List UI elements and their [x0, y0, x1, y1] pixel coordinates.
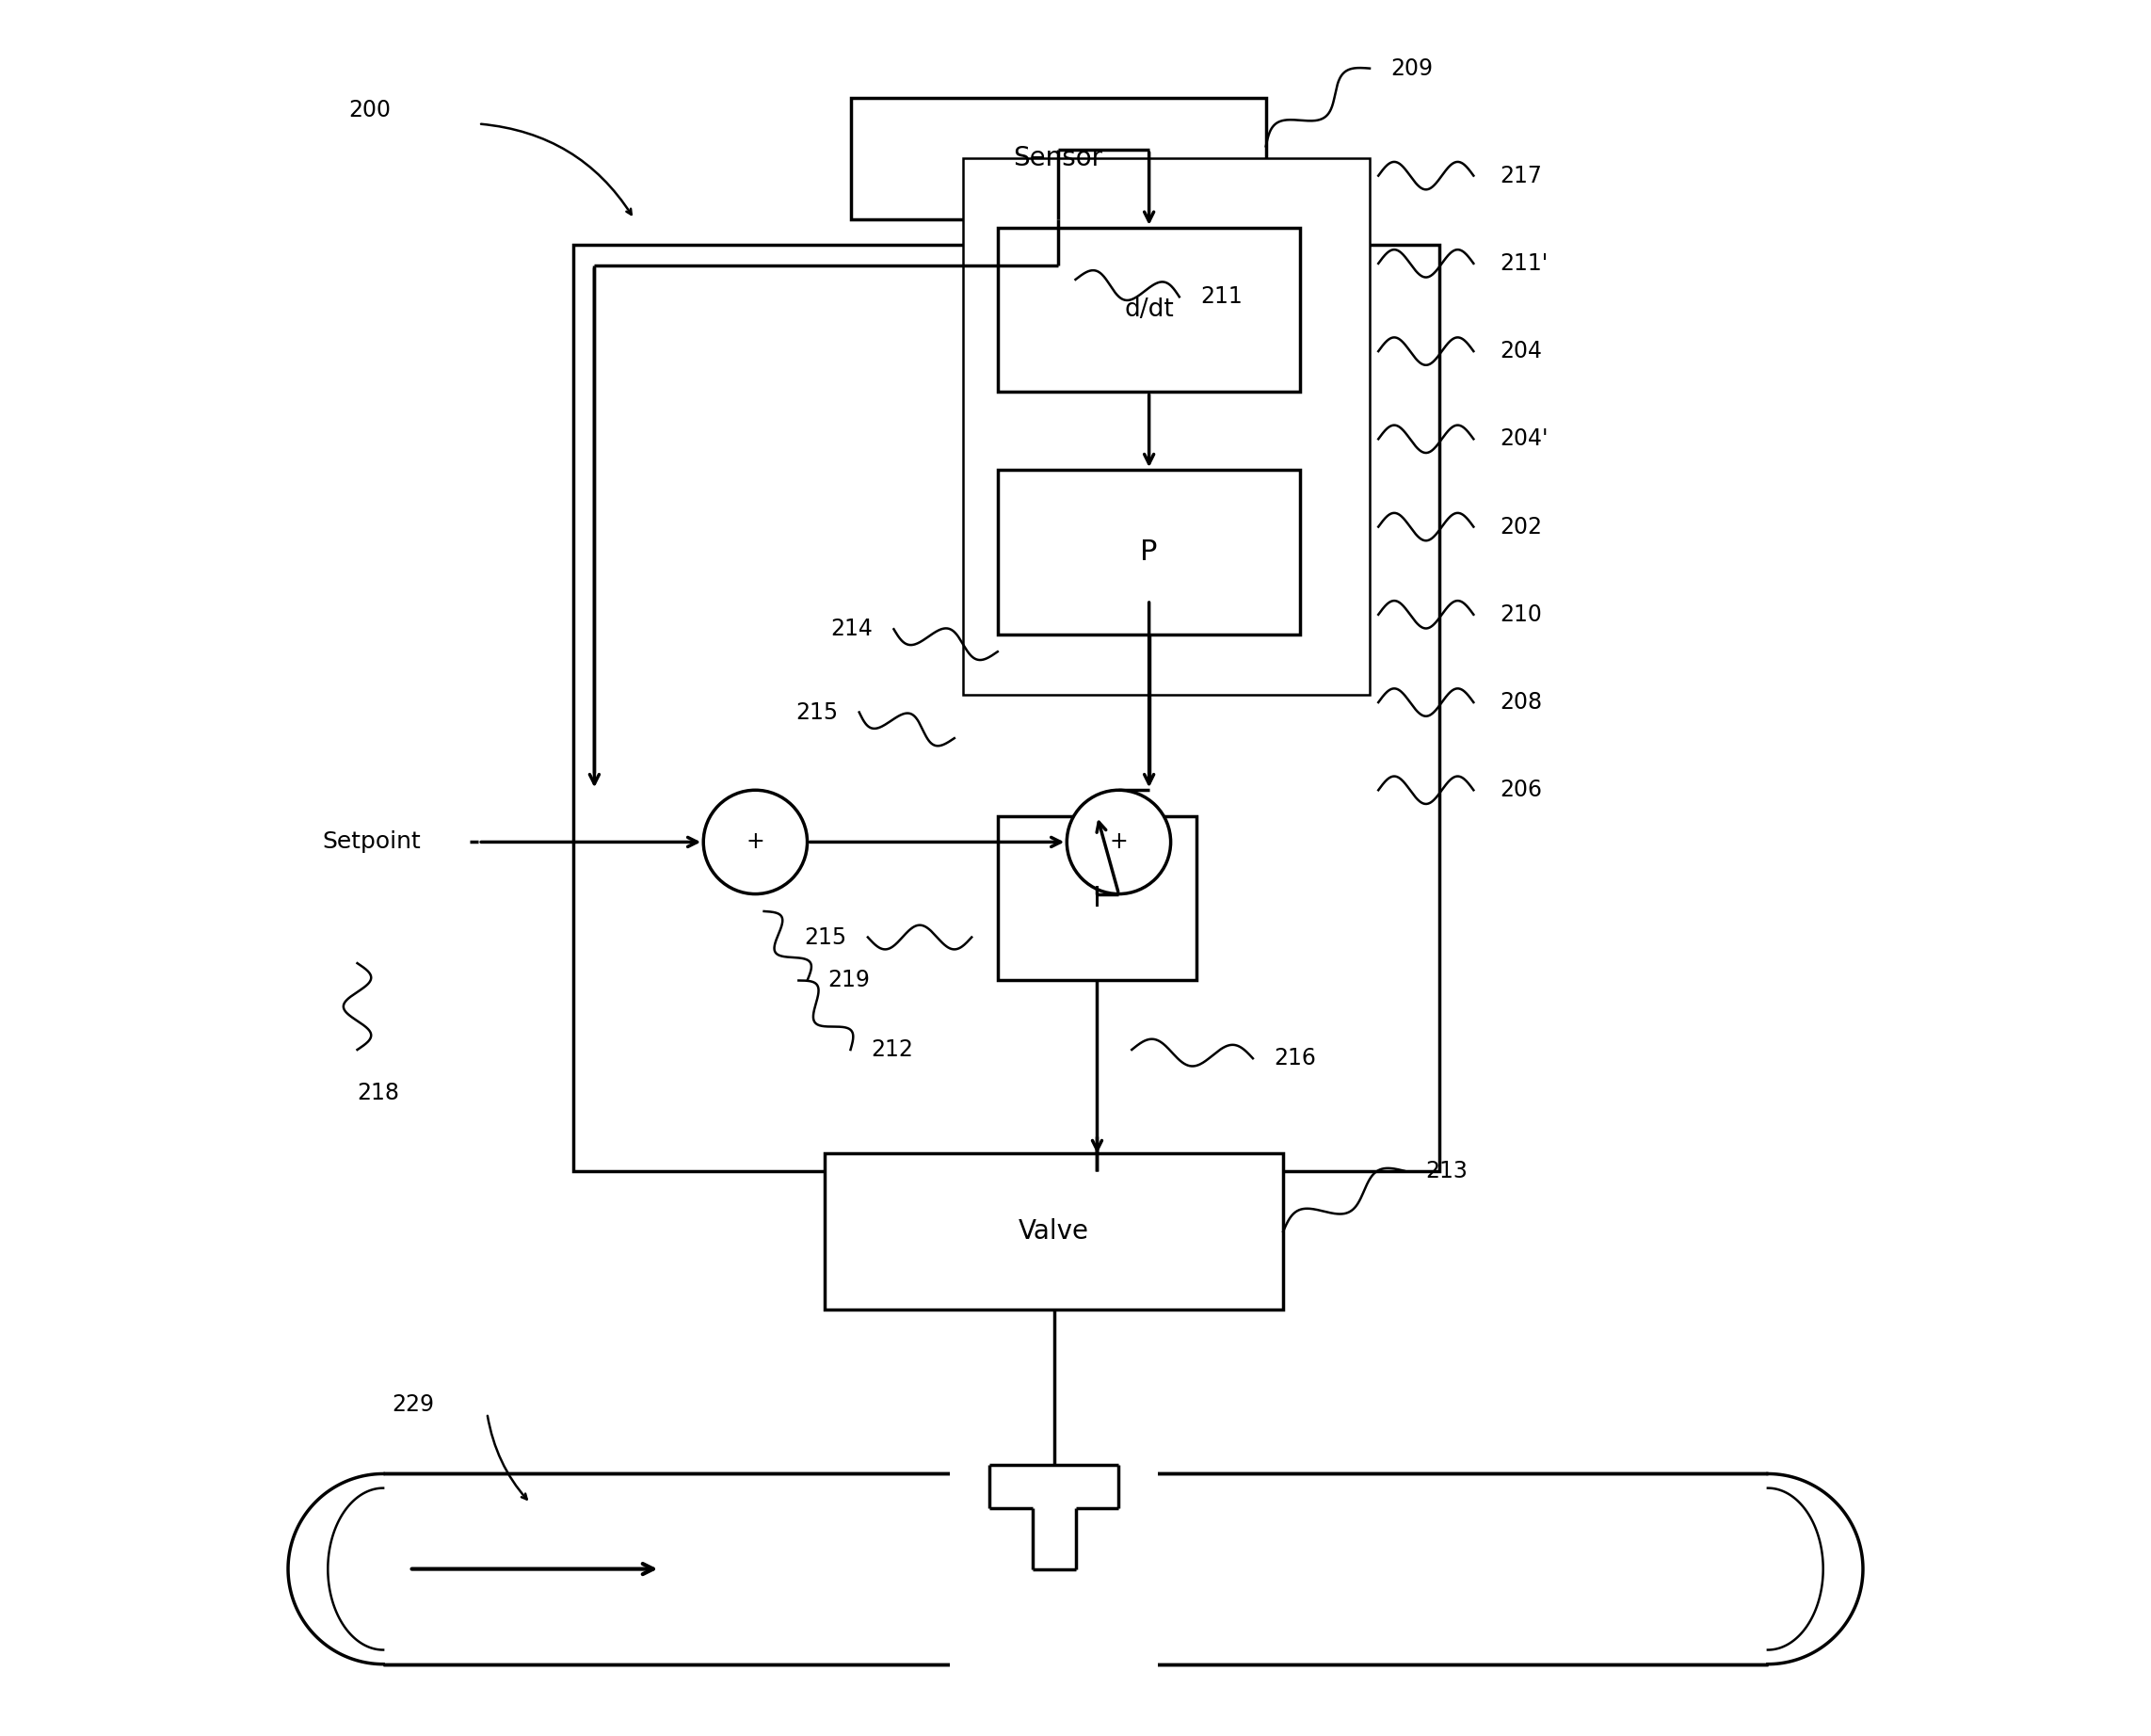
Text: 218: 218 [357, 1082, 400, 1104]
Text: 214: 214 [830, 618, 873, 641]
Bar [951, 1465, 1157, 1674]
Text: 211: 211 [1200, 285, 1243, 309]
Text: 219: 219 [828, 969, 871, 991]
Text: P: P [1140, 538, 1157, 566]
Bar [1028, 1509, 1080, 1569]
Bar [574, 245, 1439, 1170]
Text: 229: 229 [391, 1394, 435, 1417]
Text: 212: 212 [871, 1038, 914, 1061]
Text: 204: 204 [1499, 340, 1542, 363]
Text: 208: 208 [1499, 691, 1542, 713]
Text: I: I [1093, 885, 1101, 911]
Text: 200: 200 [348, 99, 391, 122]
Bar [964, 158, 1370, 694]
Text: Setpoint: Setpoint [323, 832, 422, 854]
Text: 215: 215 [796, 701, 839, 724]
Text: 204': 204' [1499, 427, 1549, 450]
Bar [998, 227, 1301, 392]
Text: +: + [746, 832, 764, 854]
Text: 206: 206 [1499, 779, 1542, 802]
Text: 216: 216 [1273, 1047, 1316, 1069]
Text: 211': 211' [1499, 252, 1549, 274]
Text: 217: 217 [1499, 165, 1542, 187]
Text: 202: 202 [1499, 516, 1542, 538]
Text: 209: 209 [1390, 57, 1433, 80]
Text: 213: 213 [1426, 1160, 1467, 1182]
Circle shape [1067, 790, 1170, 894]
Bar [998, 816, 1196, 981]
Bar [824, 1154, 1284, 1309]
Text: d/dt: d/dt [1125, 297, 1174, 323]
Circle shape [703, 790, 807, 894]
Bar [998, 470, 1301, 634]
Text: 215: 215 [804, 925, 847, 948]
Text: Valve: Valve [1020, 1219, 1088, 1245]
Text: Sensor: Sensor [1013, 146, 1103, 172]
Text: 210: 210 [1499, 604, 1542, 627]
Bar [850, 97, 1267, 219]
Text: +: + [1110, 832, 1127, 854]
